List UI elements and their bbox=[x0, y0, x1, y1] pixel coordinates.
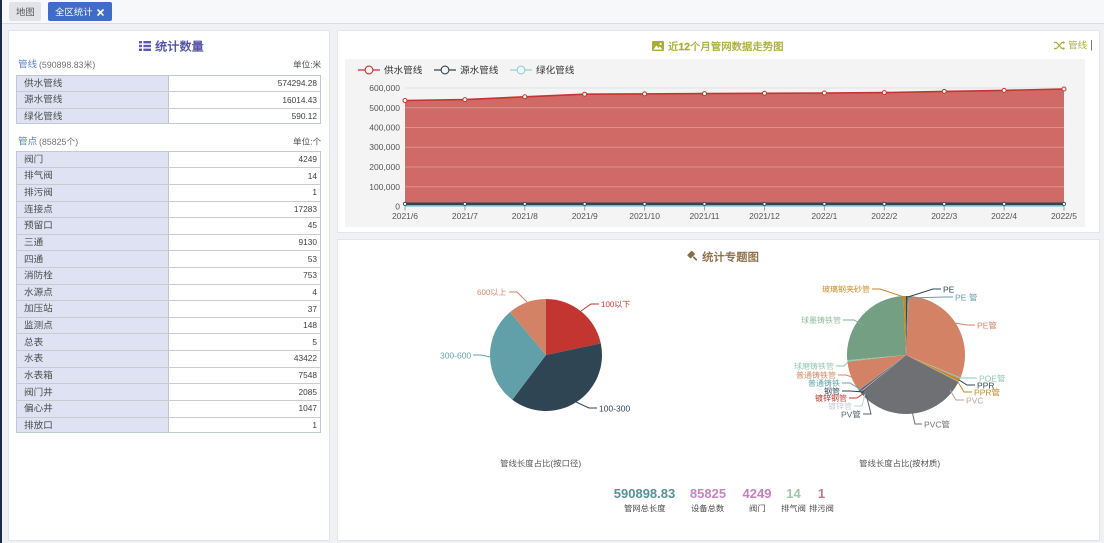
svg-text:2021/7: 2021/7 bbox=[452, 211, 478, 221]
svg-text:0: 0 bbox=[395, 202, 400, 212]
svg-text:200,000: 200,000 bbox=[369, 162, 400, 172]
svg-text:300,000: 300,000 bbox=[369, 142, 400, 152]
svg-text:2022/1: 2022/1 bbox=[811, 211, 837, 221]
svg-text:500,000: 500,000 bbox=[369, 103, 400, 113]
svg-text:2021/6: 2021/6 bbox=[392, 211, 418, 221]
svg-text:2021/9: 2021/9 bbox=[572, 211, 598, 221]
svg-text:2021/11: 2021/11 bbox=[689, 211, 719, 221]
svg-text:400,000: 400,000 bbox=[369, 123, 400, 133]
svg-text:2022/5: 2022/5 bbox=[1051, 211, 1077, 221]
svg-text:2021/12: 2021/12 bbox=[749, 211, 780, 221]
svg-text:2022/3: 2022/3 bbox=[931, 211, 957, 221]
svg-text:2022/4: 2022/4 bbox=[991, 211, 1017, 221]
svg-text:2021/8: 2021/8 bbox=[512, 211, 538, 221]
svg-text:2022/2: 2022/2 bbox=[871, 211, 897, 221]
svg-text:100,000: 100,000 bbox=[369, 182, 400, 192]
svg-text:2021/10: 2021/10 bbox=[629, 211, 660, 221]
svg-text:600,000: 600,000 bbox=[369, 83, 400, 93]
